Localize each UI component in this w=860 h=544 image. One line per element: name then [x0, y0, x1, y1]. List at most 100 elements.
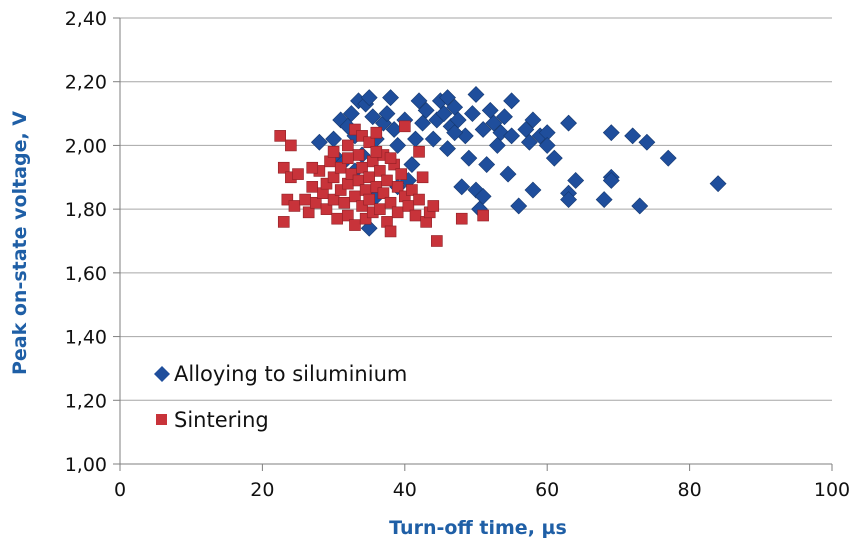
- data-point-square: [381, 174, 393, 187]
- data-point-diamond: [602, 124, 620, 142]
- data-point-square: [374, 165, 386, 177]
- data-point-diamond: [524, 111, 542, 129]
- data-point-diamond: [467, 181, 485, 199]
- data-point-diamond: [342, 105, 360, 122]
- data-point-diamond: [474, 187, 492, 205]
- data-point-square: [427, 200, 440, 212]
- data-point-square: [384, 196, 397, 209]
- data-point-diamond: [503, 127, 521, 145]
- data-point-diamond: [453, 178, 471, 196]
- legend-label-alloying: Alloying to siluminium: [174, 362, 407, 386]
- x-axis-title: Turn-off time, µs: [389, 517, 567, 539]
- data-point-diamond: [499, 165, 517, 183]
- data-point-square: [416, 171, 429, 184]
- data-point-square: [384, 152, 397, 164]
- data-point-square: [327, 171, 340, 184]
- data-point-diamond: [389, 137, 407, 154]
- data-point-square: [288, 200, 301, 212]
- data-point-square: [334, 161, 347, 174]
- data-point-diamond: [492, 124, 510, 142]
- data-point-diamond: [545, 149, 563, 167]
- x-tick-label: 60: [535, 479, 559, 501]
- data-point-square: [349, 219, 361, 231]
- data-point-diamond: [631, 197, 649, 215]
- legend-diamond-icon: [154, 366, 170, 382]
- data-point-square: [338, 196, 351, 209]
- data-point-diamond: [595, 191, 613, 209]
- data-point-square: [359, 212, 372, 225]
- data-point-square: [356, 200, 368, 212]
- data-point-square: [363, 136, 376, 149]
- data-point-square: [352, 149, 365, 161]
- data-point-diamond: [567, 172, 585, 189]
- data-point-diamond: [524, 181, 542, 199]
- data-point-diamond: [624, 127, 642, 145]
- data-point-diamond: [403, 156, 421, 173]
- data-point-diamond: [332, 111, 350, 129]
- data-point-diamond: [467, 86, 485, 103]
- data-point-square: [370, 146, 383, 158]
- data-point-diamond: [638, 133, 656, 151]
- data-point-square: [356, 161, 368, 174]
- x-tick-label: 80: [678, 479, 702, 501]
- data-point-diamond: [325, 130, 343, 148]
- data-point-square: [363, 193, 376, 206]
- data-point-diamond: [481, 101, 499, 119]
- data-point-diamond: [424, 130, 442, 148]
- y-axis-title: Peak on-state voltage, V: [9, 111, 31, 375]
- data-point-square: [349, 190, 361, 203]
- data-point-square: [302, 206, 315, 219]
- data-point-square: [413, 193, 425, 206]
- x-tick-label: 100: [814, 479, 850, 501]
- data-point-diamond: [560, 191, 577, 209]
- data-point-square: [391, 181, 404, 193]
- legend: Alloying to siluminium Sintering: [154, 362, 407, 432]
- data-point-diamond: [407, 130, 424, 148]
- data-point-diamond: [417, 101, 435, 119]
- data-point-diamond: [485, 114, 503, 132]
- y-tick-label: 1,00: [65, 454, 107, 476]
- data-point-square: [299, 193, 311, 206]
- data-point-square: [306, 161, 319, 174]
- data-point-square: [377, 187, 390, 200]
- data-point-diamond: [496, 108, 513, 126]
- series-points: [274, 86, 727, 247]
- y-tick-label: 1,40: [65, 327, 107, 349]
- x-tick-label: 0: [114, 479, 126, 501]
- data-point-diamond: [414, 114, 432, 132]
- data-point-square: [342, 152, 354, 164]
- data-point-diamond: [435, 105, 453, 122]
- data-point-diamond: [560, 114, 577, 132]
- y-tick-label: 2,00: [65, 135, 107, 157]
- data-point-diamond: [478, 156, 496, 173]
- data-point-square: [374, 203, 386, 215]
- data-point-square: [320, 177, 333, 190]
- y-tick-label: 2,40: [65, 8, 107, 30]
- data-point-square: [398, 120, 411, 133]
- data-point-diamond: [439, 140, 456, 158]
- data-point-square: [334, 184, 347, 196]
- data-point-square: [306, 181, 319, 193]
- data-point-diamond: [602, 172, 620, 189]
- data-point-square: [391, 206, 404, 219]
- data-point-square: [277, 216, 290, 228]
- data-point-square: [370, 126, 383, 139]
- data-point-square: [477, 209, 489, 222]
- data-point-square: [345, 168, 358, 180]
- legend-item-sintering: Sintering: [156, 408, 269, 432]
- data-point-diamond: [520, 133, 538, 151]
- data-point-square: [285, 139, 297, 152]
- data-point-diamond: [474, 121, 492, 138]
- data-point-square: [406, 184, 418, 196]
- data-point-diamond: [510, 197, 528, 215]
- data-point-diamond: [410, 92, 428, 110]
- data-point-square: [395, 168, 408, 180]
- data-point-diamond: [378, 105, 396, 122]
- data-point-square: [370, 181, 383, 193]
- legend-item-alloying: Alloying to siluminium: [154, 362, 407, 386]
- y-tick-label: 1,80: [65, 199, 107, 221]
- data-point-diamond: [439, 89, 456, 107]
- y-axis: 1,00 1,20 1,40 1,60 1,80 2,00 2,20 2,40: [65, 8, 121, 476]
- y-tick-label: 1,20: [65, 390, 107, 412]
